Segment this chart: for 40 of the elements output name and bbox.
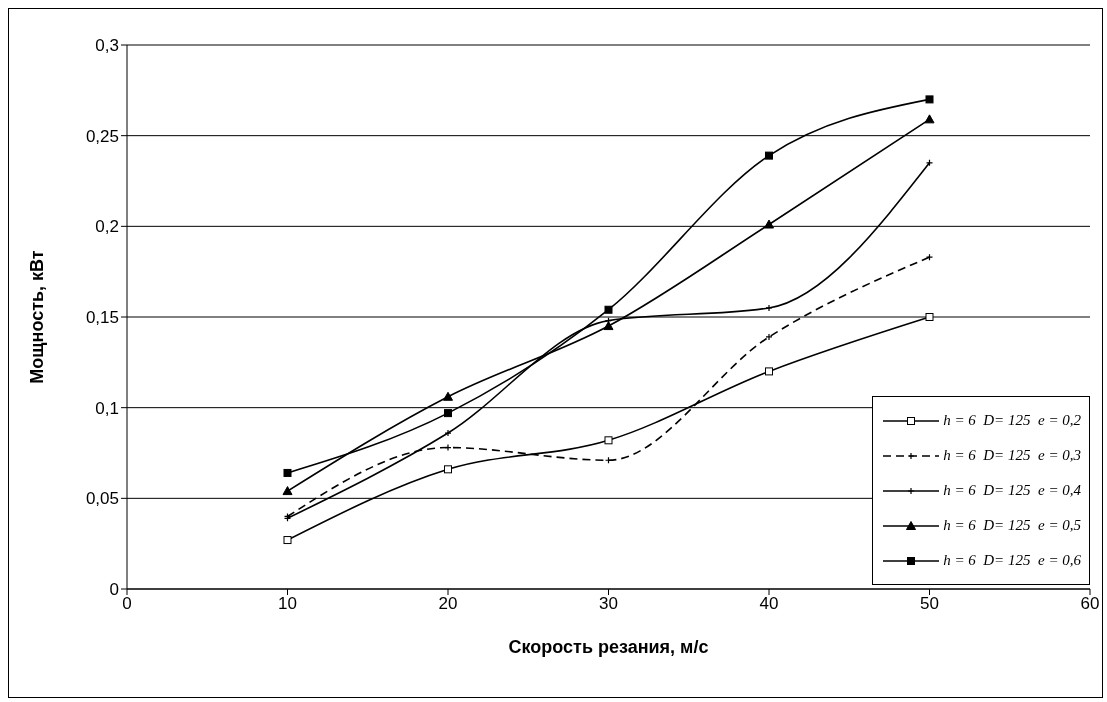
y-tick-label: 0,3	[95, 36, 119, 56]
y-tick-label: 0,25	[85, 126, 119, 146]
point	[764, 219, 774, 229]
point	[443, 391, 453, 401]
point	[603, 321, 614, 331]
y-tick-label: 0,05	[85, 489, 119, 509]
x-tick-label: 0	[122, 594, 132, 614]
point	[444, 465, 452, 474]
y-axis-title: Мощность, кВт	[27, 250, 48, 384]
point	[283, 536, 292, 545]
legend-label: h = 6 D= 125 e = 0,6	[943, 552, 1081, 569]
point	[765, 151, 773, 160]
y-tick-label: 0,2	[95, 217, 119, 237]
point	[924, 114, 935, 124]
point	[444, 429, 452, 437]
legend-label: h = 6 D= 125 e = 0,3	[943, 447, 1081, 464]
x-tick-label: 50	[920, 594, 939, 614]
point	[925, 313, 934, 321]
point	[444, 443, 452, 452]
x-tick-label: 30	[599, 594, 618, 614]
point	[604, 305, 613, 314]
x-tick-label: 10	[278, 594, 297, 614]
point	[444, 409, 452, 418]
y-tick-label: 0	[109, 580, 119, 600]
point	[925, 95, 934, 104]
point	[765, 333, 773, 341]
legend-label: h = 6 D= 125 e = 0,4	[943, 482, 1081, 499]
point	[604, 436, 613, 445]
point	[765, 304, 773, 312]
x-axis-title: Скорость резания, м/с	[508, 637, 709, 657]
y-tick-label: 0,1	[95, 398, 119, 418]
x-tick-label: 60	[1080, 594, 1100, 614]
point	[283, 468, 292, 477]
legend-label: h = 6 D= 125 e = 0,5	[943, 517, 1081, 534]
point	[765, 367, 773, 376]
legend-label: h = 6 D= 125 e = 0,2	[943, 412, 1081, 429]
x-tick-label: 40	[759, 594, 779, 614]
x-tick-label: 20	[438, 594, 458, 614]
y-tick-label: 0,15	[85, 308, 119, 328]
point	[282, 486, 293, 496]
